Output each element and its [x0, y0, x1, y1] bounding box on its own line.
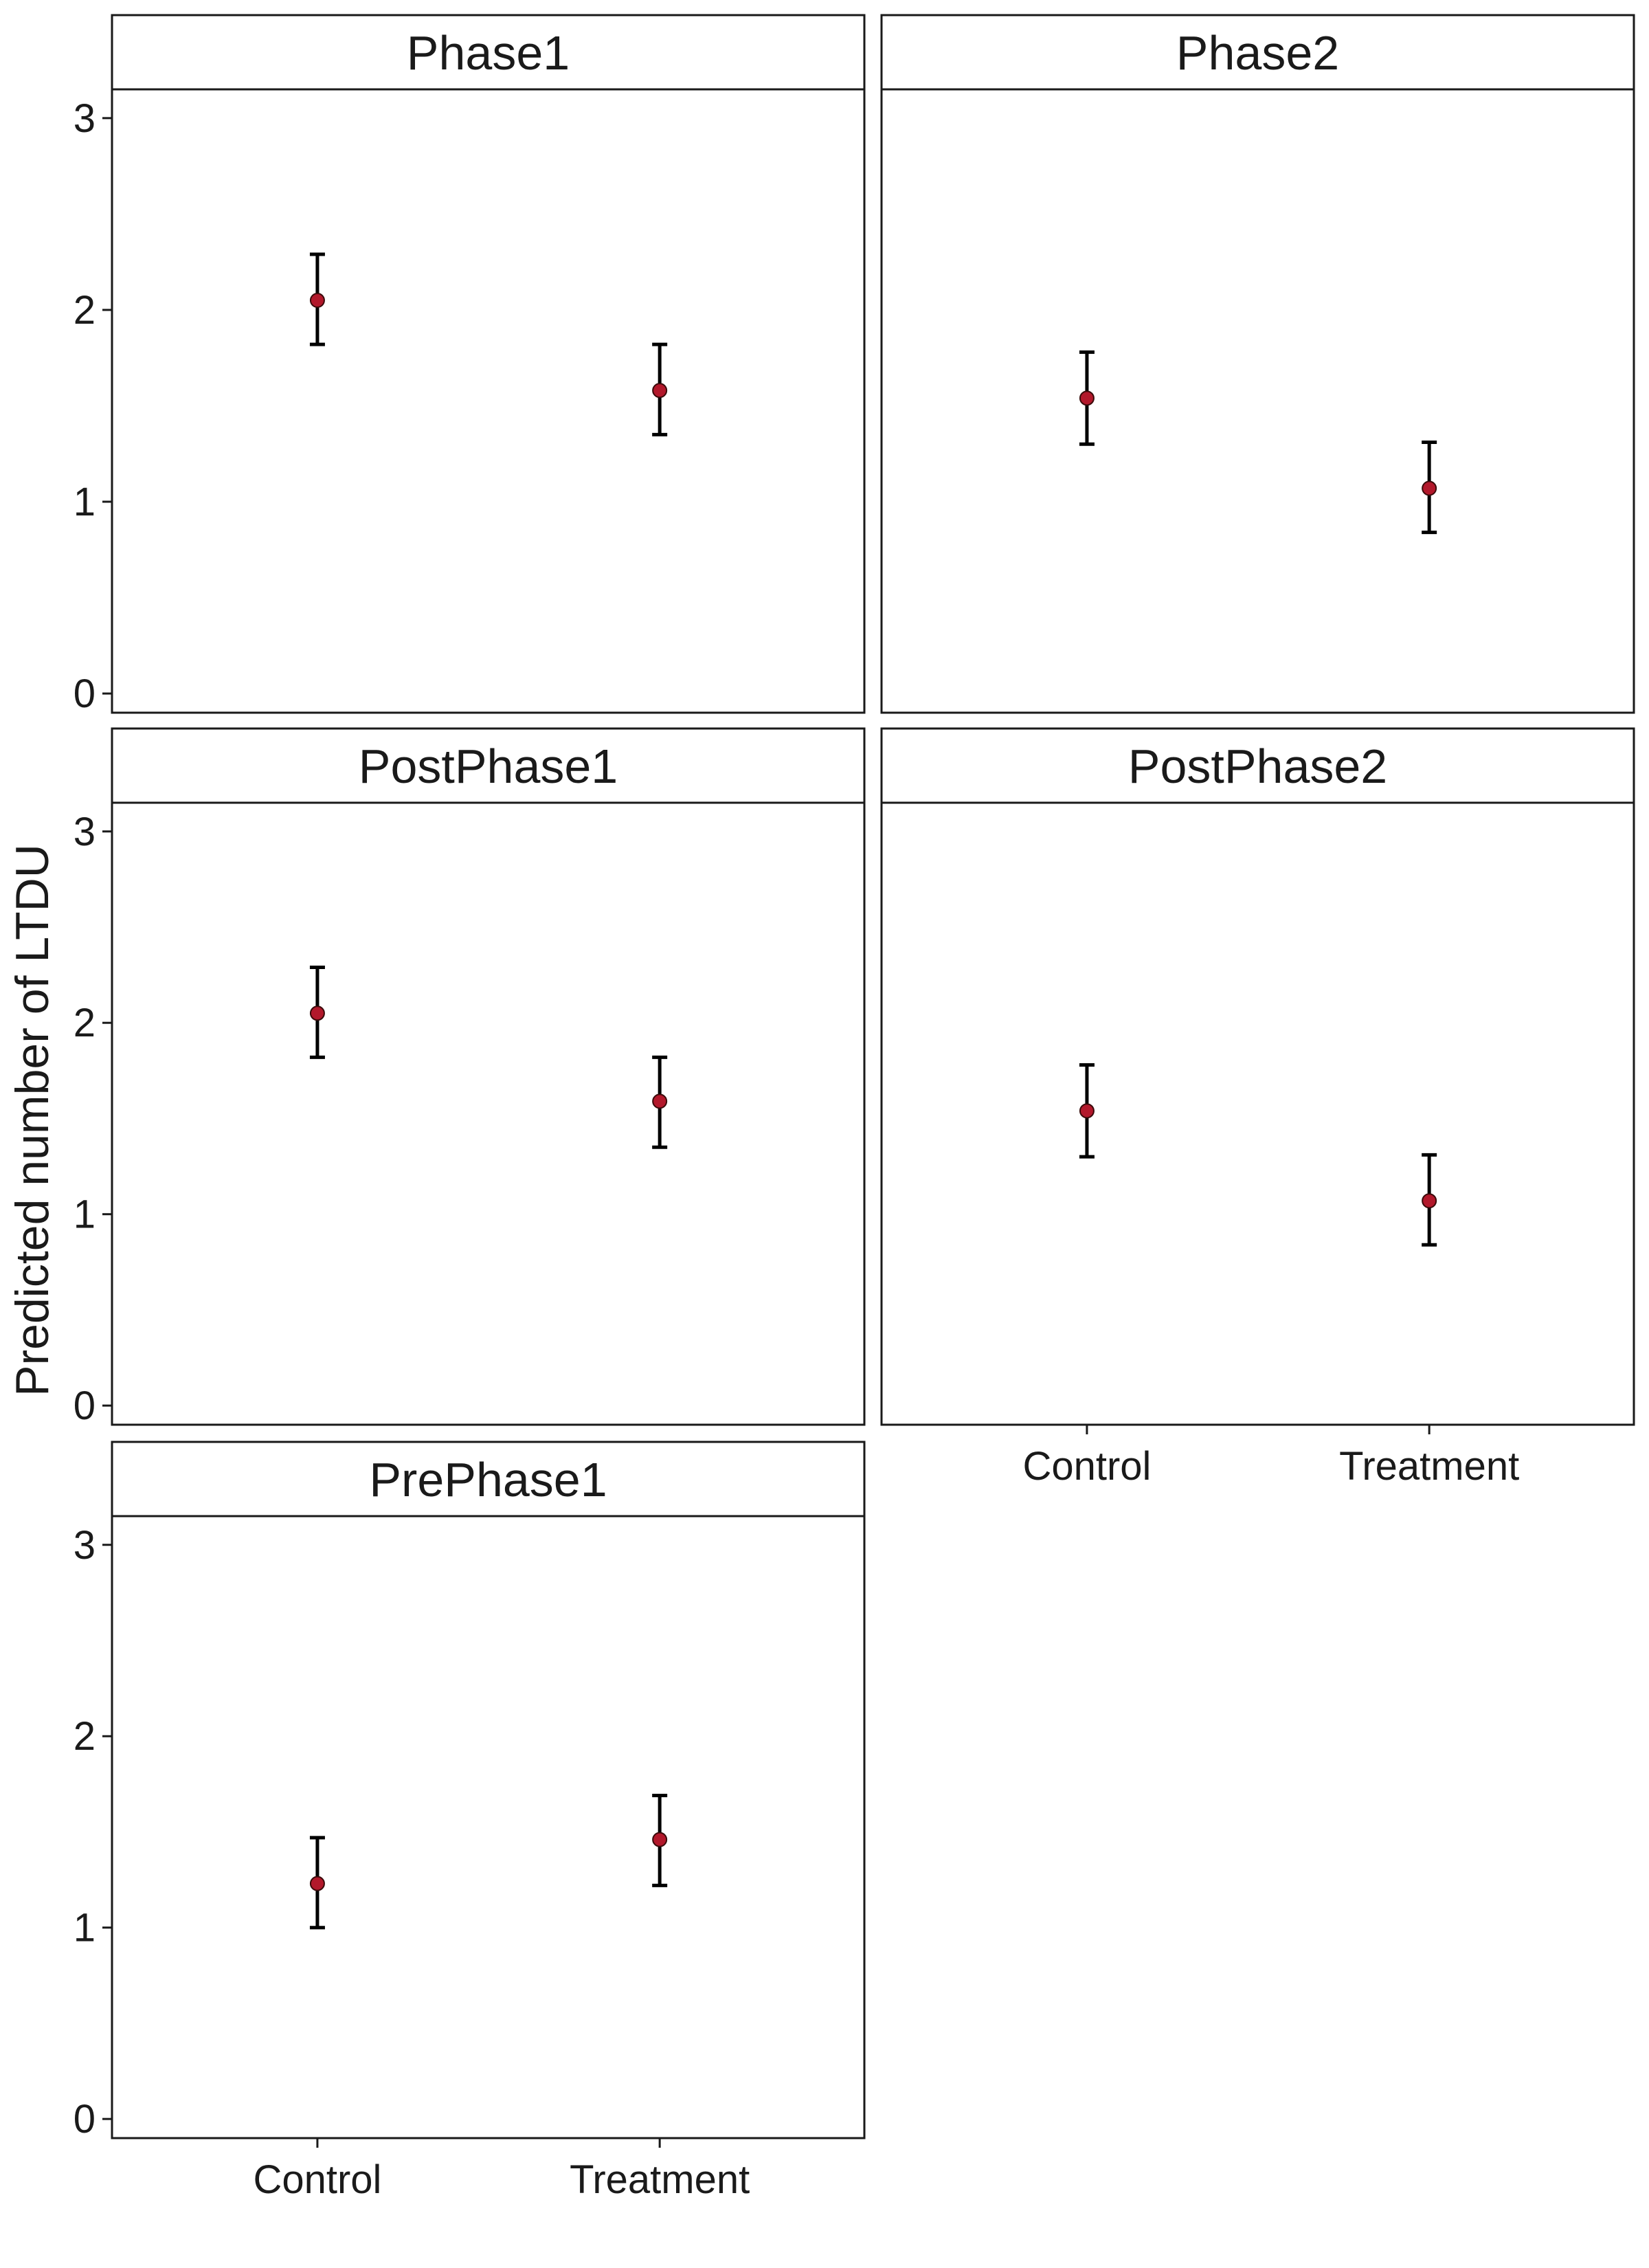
- y-tick-label: 1: [74, 1192, 96, 1237]
- panel-phase2: [880, 14, 1635, 714]
- data-point: [309, 1005, 325, 1021]
- facet-label-postphase2: PostPhase2: [1128, 740, 1387, 793]
- data-point: [1079, 1103, 1095, 1119]
- x-tick-label: Treatment: [570, 2157, 750, 2202]
- panel-postphase1: [111, 727, 866, 1426]
- facet-label-postphase1: PostPhase1: [359, 740, 618, 793]
- y-tick-label: 0: [74, 671, 96, 716]
- y-axis-title: Predicted number of LTDU: [6, 844, 58, 1397]
- data-point: [1422, 1193, 1437, 1209]
- y-tick-label: 0: [74, 1383, 96, 1428]
- facet-label-prephase1: PrePhase1: [369, 1453, 607, 1507]
- data-point: [1422, 480, 1437, 496]
- y-tick-label: 3: [74, 1523, 96, 1568]
- data-point: [652, 383, 668, 399]
- x-tick-label: Control: [1022, 1444, 1151, 1489]
- x-tick-label: Treatment: [1339, 1444, 1519, 1489]
- y-tick-label: 3: [74, 96, 96, 141]
- facet-label-phase1: Phase1: [407, 26, 570, 80]
- y-tick-label: 2: [74, 1001, 96, 1045]
- y-tick-label: 0: [74, 2097, 96, 2142]
- y-tick-label: 3: [74, 810, 96, 854]
- data-point: [1079, 390, 1095, 406]
- panel-phase1: [111, 14, 866, 714]
- data-point: [309, 1876, 325, 1891]
- data-point: [309, 292, 325, 308]
- y-tick-label: 2: [74, 288, 96, 333]
- facet-label-phase2: Phase2: [1176, 26, 1339, 80]
- data-point: [652, 1093, 668, 1109]
- x-tick-label: Control: [253, 2157, 381, 2202]
- panel-prephase1: [111, 1441, 866, 2139]
- y-tick-label: 1: [74, 1906, 96, 1950]
- y-tick-label: 1: [74, 480, 96, 524]
- panel-postphase2: [880, 727, 1635, 1426]
- data-point: [652, 1832, 668, 1847]
- y-tick-label: 2: [74, 1714, 96, 1759]
